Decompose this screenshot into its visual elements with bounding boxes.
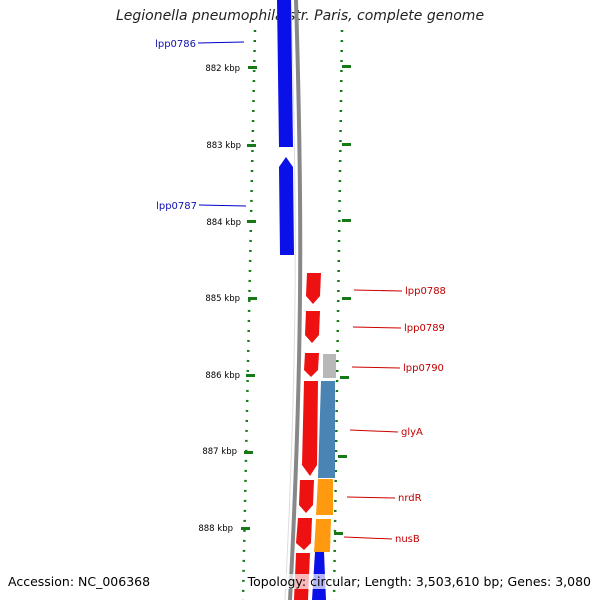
leader-line-lpp0789 bbox=[352, 326, 402, 329]
right-ruler bbox=[332, 29, 344, 600]
gene-label-nrdR[interactable]: nrdR bbox=[398, 493, 422, 504]
scale-label: 888 kbp bbox=[198, 524, 233, 534]
scale-tick bbox=[246, 374, 255, 377]
cog-nusB bbox=[314, 519, 331, 552]
gene-lpp0787[interactable] bbox=[279, 157, 294, 255]
leader-line-glyA bbox=[349, 429, 399, 433]
backbone-highlight bbox=[284, 0, 296, 600]
leader-line-lpp0790 bbox=[351, 366, 401, 369]
gene-label-lpp0787[interactable]: lpp0787 bbox=[156, 201, 197, 212]
gene-label-glyA[interactable]: glyA bbox=[401, 427, 423, 438]
leader-line-lpp0787 bbox=[198, 204, 247, 207]
scale-label: 886 kbp bbox=[205, 371, 240, 381]
cog-nrdR bbox=[316, 479, 333, 515]
gene-nusB[interactable] bbox=[296, 518, 312, 550]
scale-label: 885 kbp bbox=[205, 294, 240, 304]
genome-title: Legionella pneumophila str. Paris, compl… bbox=[115, 8, 485, 24]
scale-tick bbox=[244, 451, 253, 454]
scale-label: 884 kbp bbox=[206, 218, 241, 228]
scale-tick bbox=[342, 65, 351, 68]
scale-tick bbox=[248, 66, 257, 69]
scale-tick bbox=[248, 297, 257, 300]
scale-tick bbox=[338, 455, 347, 458]
scale-tick bbox=[247, 144, 256, 147]
gene-lpp0788[interactable] bbox=[306, 273, 321, 304]
gene-lpp0789[interactable] bbox=[305, 311, 320, 343]
gene-lpp0790[interactable] bbox=[304, 353, 319, 377]
scale-tick bbox=[334, 532, 343, 535]
gene-nrdR[interactable] bbox=[299, 480, 314, 513]
gene-label-lpp0789[interactable]: lpp0789 bbox=[404, 323, 445, 334]
scale-tick bbox=[241, 527, 250, 530]
gene-label-lpp0790[interactable]: lpp0790 bbox=[403, 363, 444, 374]
genome-backbone bbox=[288, 0, 303, 600]
cog-glyA bbox=[318, 381, 335, 478]
scale-tick bbox=[342, 297, 351, 300]
accession-text: Accession: NC_006368 bbox=[8, 574, 151, 589]
scale-tick bbox=[342, 219, 351, 222]
gene-glyA[interactable] bbox=[302, 381, 318, 476]
scale-label: 887 kbp bbox=[202, 447, 237, 457]
right-ruler-ticks bbox=[334, 65, 351, 535]
left-ruler-ticks bbox=[241, 66, 257, 530]
topology-text: Topology: circular; Length: 3,503,610 bp… bbox=[247, 574, 591, 589]
leader-line-lpp0788 bbox=[353, 289, 403, 292]
scale-tick bbox=[247, 220, 256, 223]
scale-label: 883 kbp bbox=[206, 141, 241, 151]
gene-lpp0786[interactable] bbox=[277, 0, 293, 147]
leader-line-nusB bbox=[343, 536, 393, 540]
scale-tick bbox=[340, 376, 349, 379]
gene-label-lpp0788[interactable]: lpp0788 bbox=[405, 286, 446, 297]
cog-lpp0790 bbox=[323, 354, 336, 378]
leader-line-nrdR bbox=[346, 496, 396, 499]
scale-tick bbox=[342, 143, 351, 146]
gene-label-lpp0786[interactable]: lpp0786 bbox=[155, 39, 196, 50]
left-ruler bbox=[241, 29, 257, 600]
scale-label: 882 kbp bbox=[205, 64, 240, 74]
leader-line-lpp0786 bbox=[197, 41, 245, 44]
gene-label-nusB[interactable]: nusB bbox=[395, 534, 420, 545]
